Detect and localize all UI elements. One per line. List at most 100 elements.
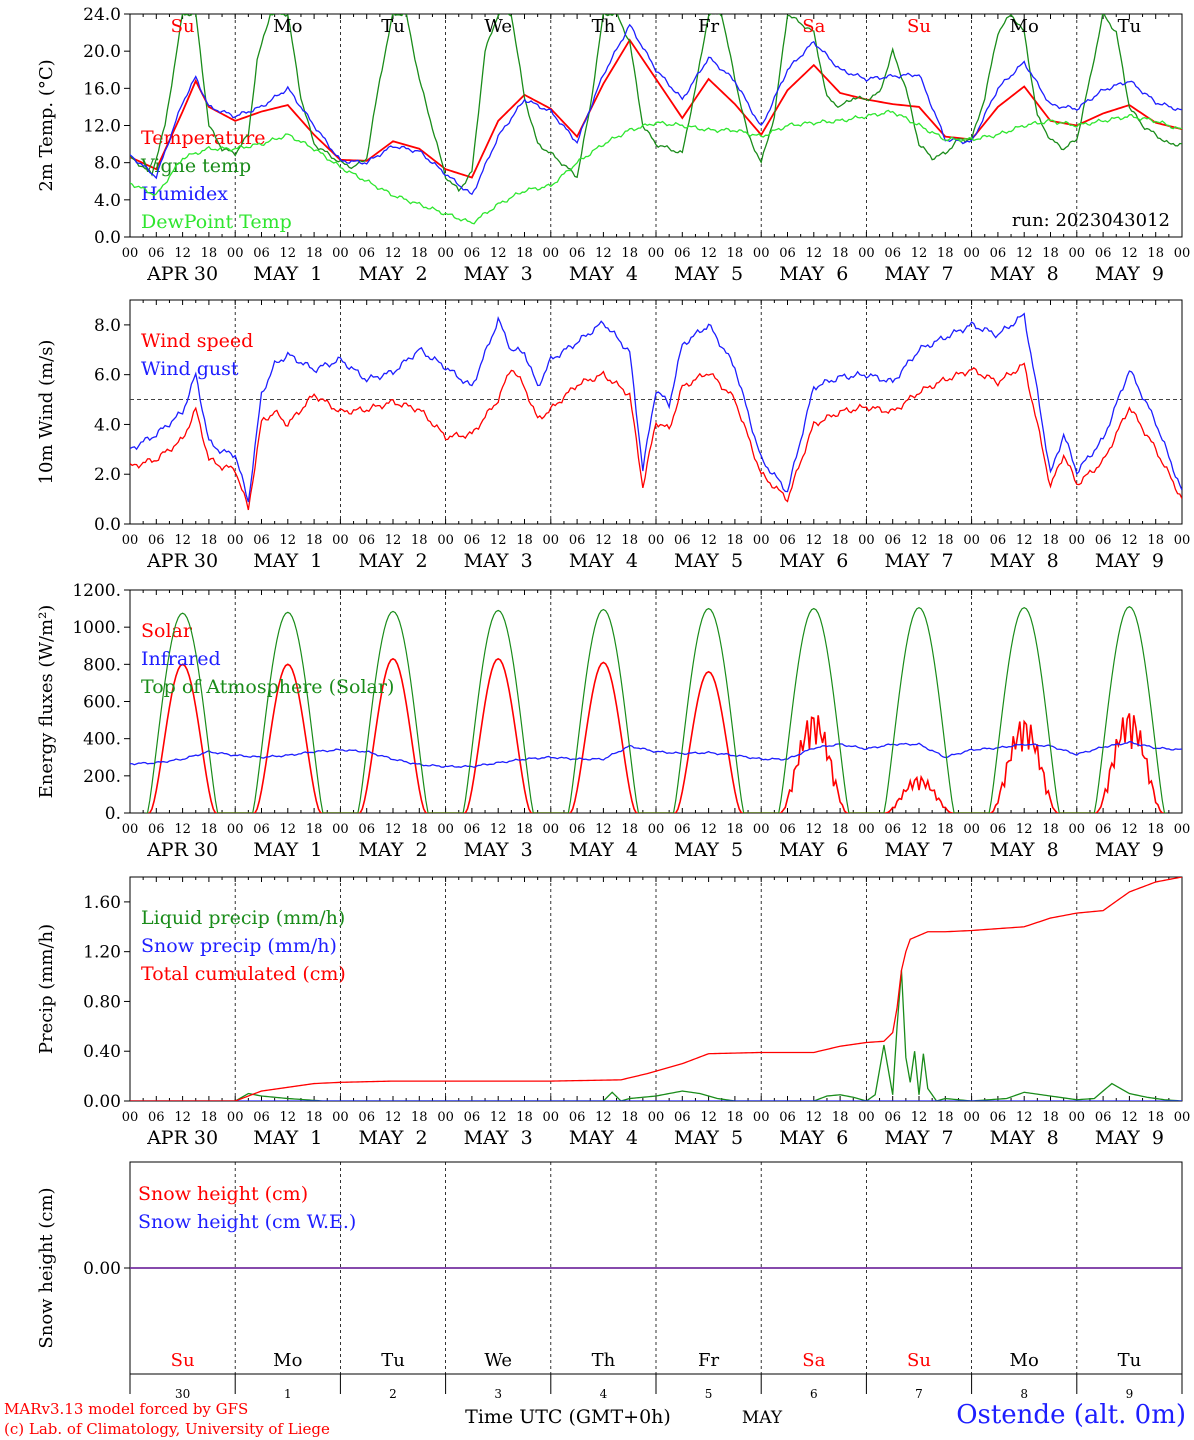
hour-tick-label: 18 [516, 246, 533, 261]
y-tick-label: 0.00 [83, 1092, 121, 1112]
weekday-label: Mo [1010, 16, 1039, 37]
hour-tick-label: 18 [1147, 822, 1164, 837]
hour-tick-label: 18 [621, 533, 638, 548]
day-number-label: 7 [915, 1387, 923, 1401]
hour-tick-label: 00 [122, 533, 139, 548]
y-axis-label: 10m Wind (m/s) [36, 340, 57, 485]
date-label: MAY 9 [1095, 550, 1164, 572]
legend-entry: DewPoint Temp [141, 211, 292, 233]
series-toa-solar [145, 606, 1167, 813]
hour-tick-label: 18 [516, 1110, 533, 1125]
hour-tick-label: 00 [753, 246, 770, 261]
hour-tick-label: 00 [1174, 246, 1191, 261]
hour-tick-label: 12 [280, 822, 297, 837]
hour-tick-label: 00 [648, 246, 665, 261]
hour-tick-label: 06 [1095, 533, 1112, 548]
series-liquid-precip-mm-h- [130, 970, 1182, 1101]
day-number-label: 9 [1126, 1387, 1134, 1401]
hour-tick-label: 12 [700, 1110, 717, 1125]
hour-tick-label: 18 [832, 822, 849, 837]
station-name: Ostende (alt. 0m) [956, 1400, 1186, 1430]
hour-tick-label: 06 [253, 533, 270, 548]
hour-tick-label: 00 [753, 533, 770, 548]
hour-tick-label: 00 [122, 1110, 139, 1125]
date-label: MAY 7 [884, 1127, 953, 1149]
panel-frame [129, 13, 1183, 238]
y-tick-label: 400. [83, 730, 121, 750]
hour-tick-label: 06 [990, 533, 1007, 548]
hour-tick-label: 00 [332, 1110, 349, 1125]
legend-entry: Snow precip (mm/h) [141, 935, 337, 957]
hour-tick-label: 18 [1147, 246, 1164, 261]
hour-tick-label: 12 [911, 533, 928, 548]
hour-tick-label: 18 [306, 822, 323, 837]
y-tick-label: 0. [105, 804, 121, 824]
series-temperature [130, 38, 1182, 179]
date-label: MAY 6 [779, 839, 848, 861]
hour-tick-label: 06 [569, 822, 586, 837]
y-tick-label: 800. [83, 655, 121, 675]
weekday-label: Sa [802, 1350, 825, 1371]
hour-tick-label: 00 [332, 533, 349, 548]
hour-tick-label: 12 [911, 822, 928, 837]
legend-entry: Wind gust [141, 358, 239, 380]
date-label: MAY 3 [464, 1127, 533, 1149]
date-label: MAY 8 [990, 263, 1059, 285]
hour-tick-label: 12 [911, 246, 928, 261]
y-axis-label: Precip (mm/h) [36, 924, 57, 1054]
date-label: MAY 8 [990, 839, 1059, 861]
date-label: MAY 8 [990, 1127, 1059, 1149]
hour-tick-label: 18 [621, 246, 638, 261]
date-label: MAY 5 [674, 263, 743, 285]
hour-tick-label: 06 [148, 822, 165, 837]
hour-tick-label: 00 [1069, 533, 1086, 548]
legend-entry: Top of Atmosphere (Solar) [141, 676, 394, 698]
hour-tick-label: 12 [490, 1110, 507, 1125]
hour-tick-label: 18 [201, 533, 218, 548]
date-label: MAY 2 [358, 1127, 427, 1149]
hour-tick-label: 00 [963, 1110, 980, 1125]
hour-tick-label: 18 [621, 822, 638, 837]
hour-tick-label: 00 [543, 1110, 560, 1125]
hour-tick-label: 06 [464, 246, 481, 261]
hour-tick-label: 18 [1042, 1110, 1059, 1125]
weekday-label: Su [907, 1350, 931, 1371]
day-number-label: 30 [175, 1387, 190, 1401]
hour-tick-label: 00 [1174, 822, 1191, 837]
hour-tick-label: 00 [122, 822, 139, 837]
hour-tick-label: 18 [727, 822, 744, 837]
hour-tick-label: 00 [858, 822, 875, 837]
weekday-label: Su [171, 1350, 195, 1371]
hour-tick-label: 06 [358, 822, 375, 837]
hour-tick-label: 06 [990, 822, 1007, 837]
date-label: MAY 3 [464, 263, 533, 285]
series-total-cumulated-cm- [130, 877, 1182, 1101]
y-tick-label: 20.0 [83, 42, 121, 62]
hour-tick-label: 06 [1095, 246, 1112, 261]
hour-tick-label: 00 [437, 822, 454, 837]
y-tick-label: 1000. [72, 618, 121, 638]
hour-tick-label: 12 [490, 246, 507, 261]
weekday-label: Sa [802, 16, 825, 37]
weekday-label: Mo [1010, 1350, 1039, 1371]
legend-entry: Total cumulated (cm) [141, 963, 346, 985]
hour-tick-label: 00 [437, 246, 454, 261]
hour-tick-label: 12 [806, 246, 823, 261]
hour-tick-label: 00 [963, 822, 980, 837]
y-axis-label: Snow height (cm) [36, 1187, 57, 1348]
date-label: MAY 2 [358, 839, 427, 861]
date-label: MAY 7 [884, 263, 953, 285]
y-tick-label: 6.0 [94, 366, 121, 386]
y-tick-label: 1.60 [83, 893, 121, 913]
date-label: MAY 1 [253, 263, 322, 285]
hour-tick-label: 06 [1095, 822, 1112, 837]
y-tick-label: 0.00 [83, 1259, 121, 1279]
hour-tick-label: 12 [1121, 533, 1138, 548]
series-wind-speed [130, 362, 1182, 511]
date-label: MAY 7 [884, 550, 953, 572]
hour-tick-label: 00 [543, 533, 560, 548]
hour-tick-label: 06 [148, 533, 165, 548]
panel-5: 0.00 Snow height (cm) Snow height (cm) Snow… [36, 1161, 1183, 1375]
hour-tick-label: 12 [911, 1110, 928, 1125]
y-tick-label: 0.0 [94, 228, 121, 248]
